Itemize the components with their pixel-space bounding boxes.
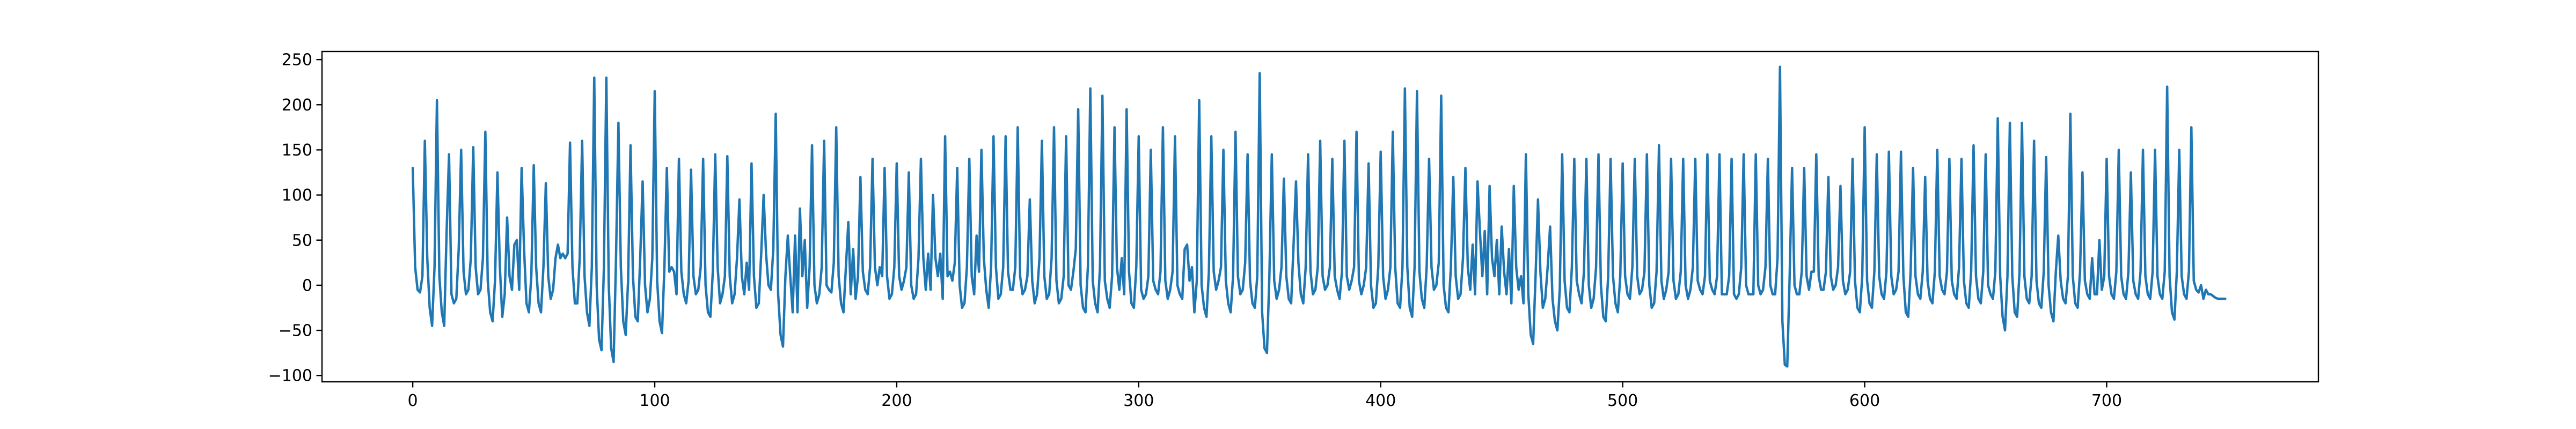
x-tick-label: 500 [1607,391,1638,410]
y-tick-label: 200 [282,96,312,115]
y-tick-label: 150 [282,141,312,160]
x-tick-label: 300 [1123,391,1154,410]
x-tick-label: 600 [1849,391,1880,410]
x-tick-label: 100 [639,391,670,410]
x-tick-label: 200 [881,391,912,410]
y-tick-label: −100 [268,367,312,386]
plot-area [322,51,2318,382]
y-tick-label: 50 [292,231,312,250]
y-tick-label: 250 [282,51,312,70]
series-line-0 [411,65,2227,368]
x-tick-label: 400 [1365,391,1396,410]
plot-frame [321,50,2319,383]
y-tick-label: −50 [279,322,312,341]
series-layer [411,65,2227,368]
x-tick-label: 0 [408,391,418,410]
x-tick-label: 700 [2091,391,2122,410]
y-tick-label: 100 [282,186,312,205]
y-tick-label: 0 [302,276,312,295]
x-axis: 0 100 200 300 400 500 600 700 [408,382,2122,410]
y-axis: −100 −50 0 50 100 150 200 250 [268,51,322,386]
